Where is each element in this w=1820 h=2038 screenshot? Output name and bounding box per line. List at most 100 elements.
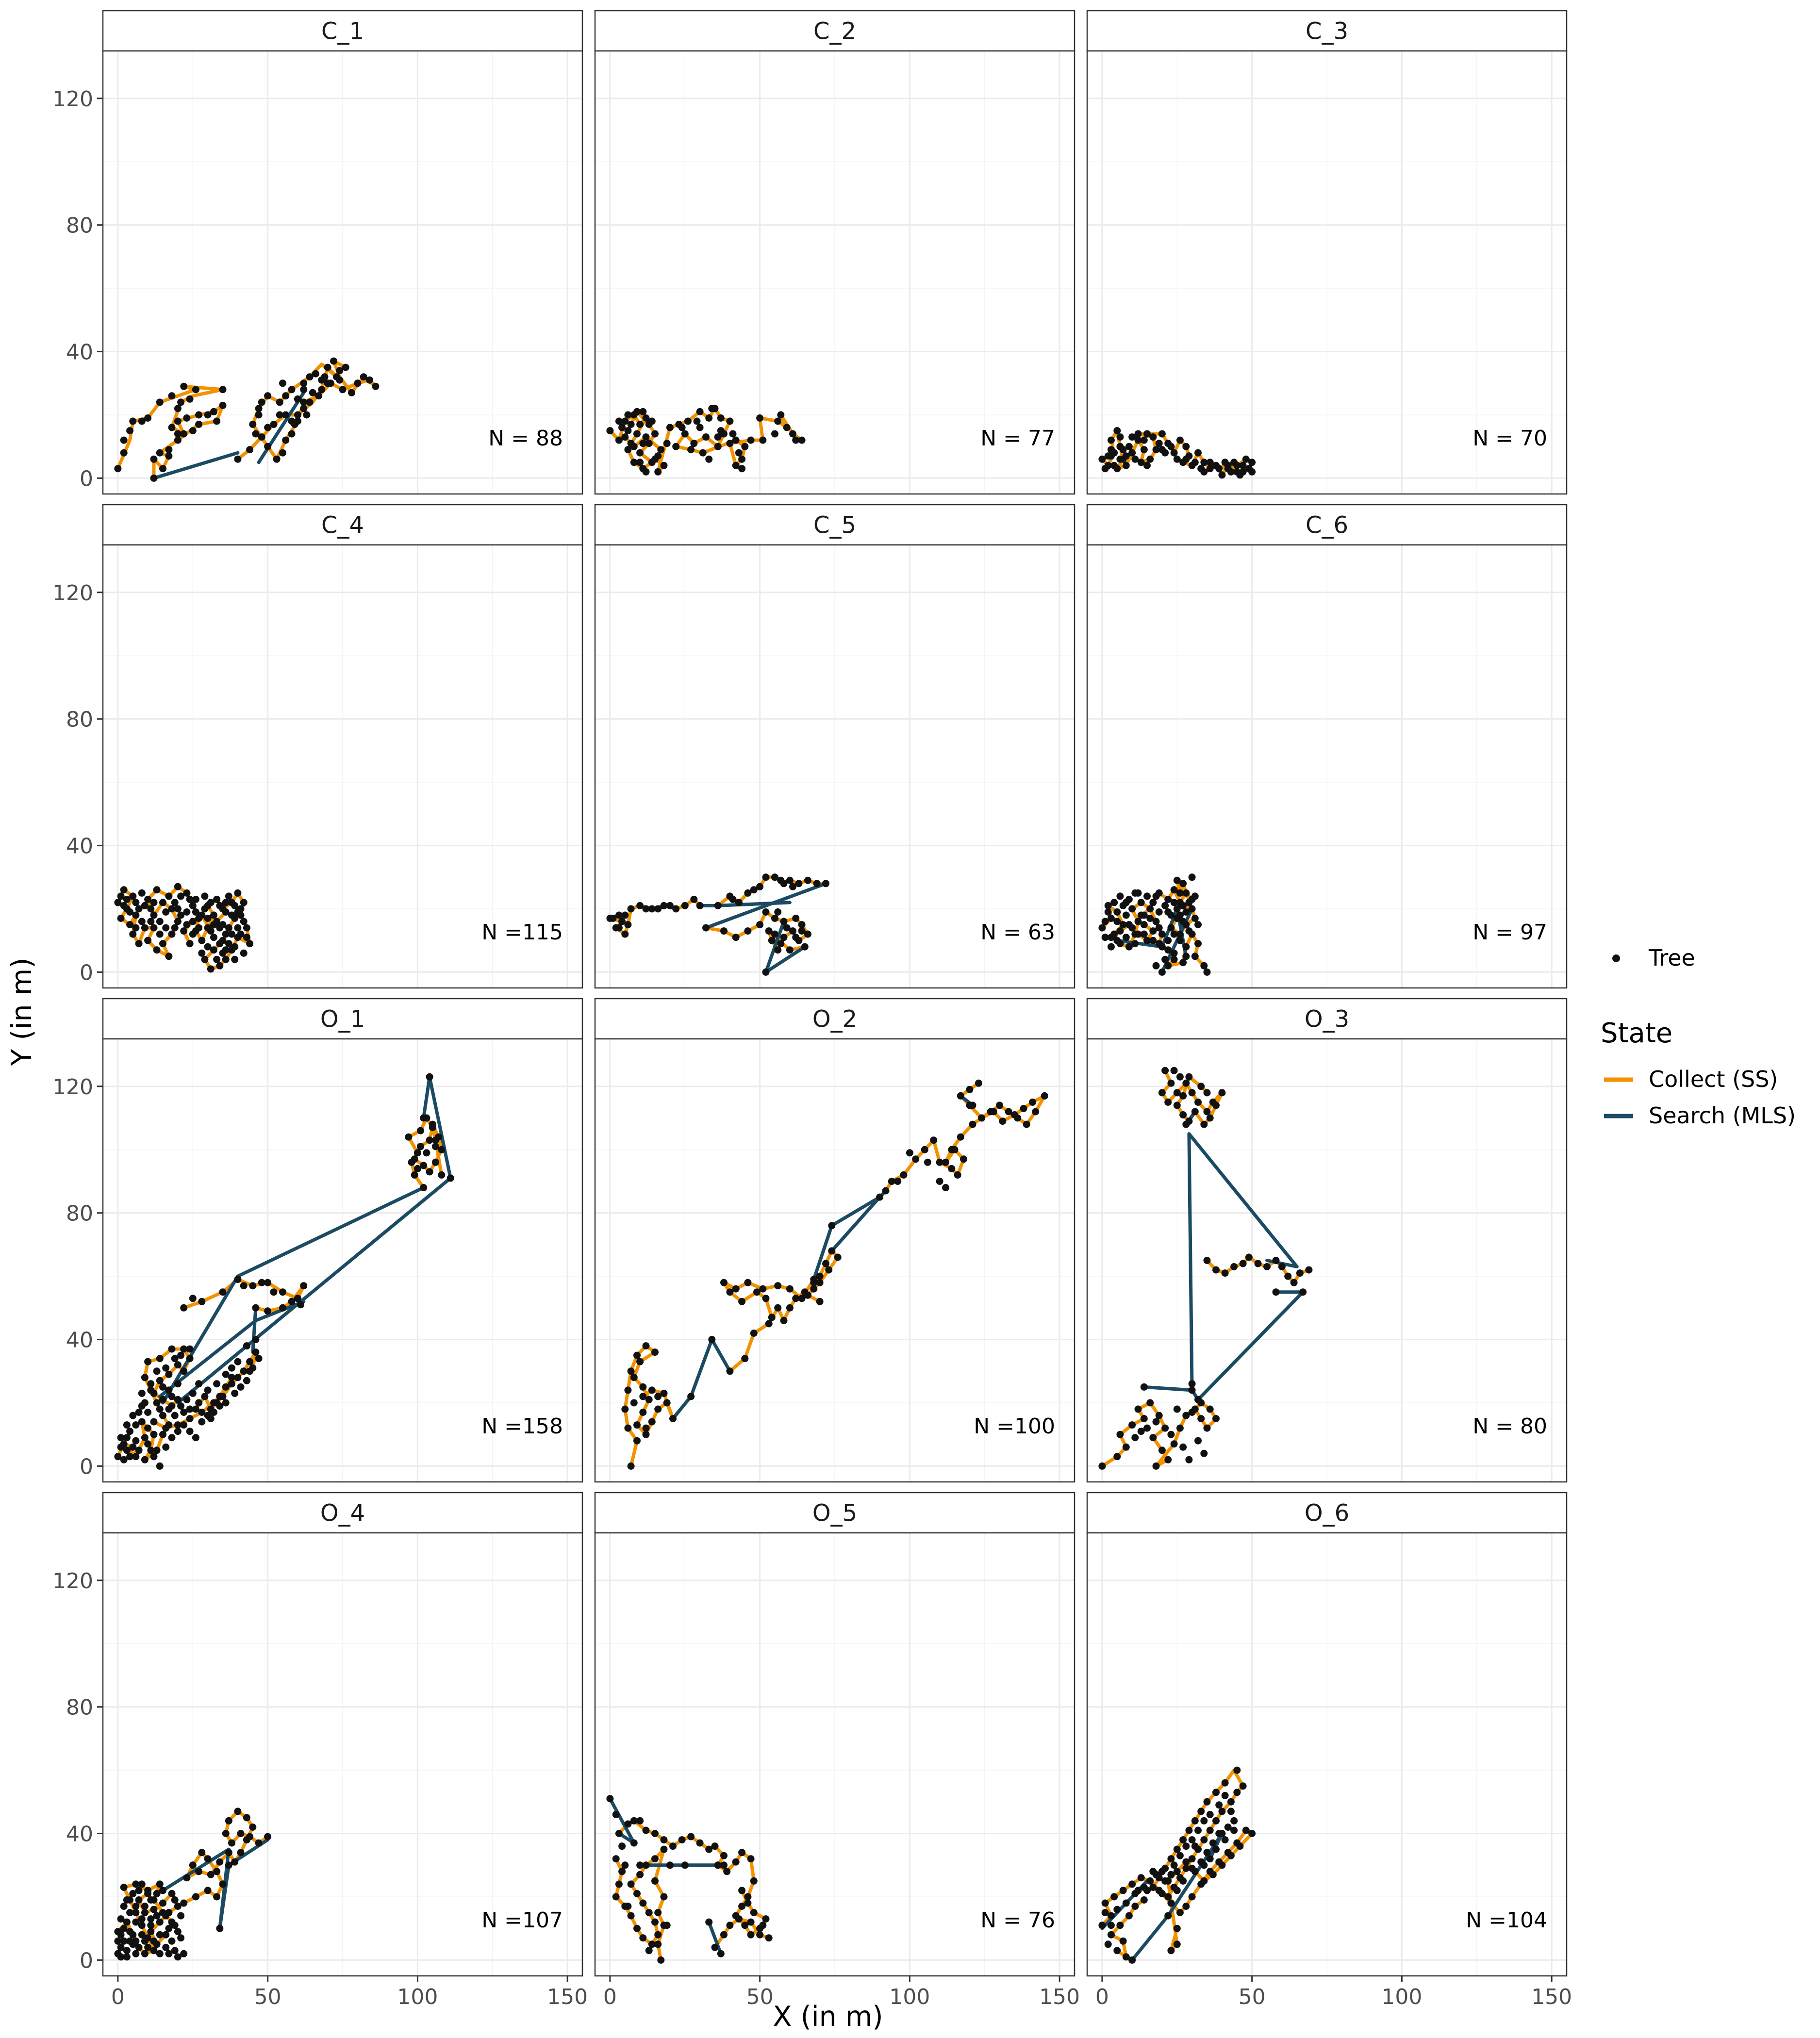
tree-point xyxy=(225,892,232,900)
tree-point xyxy=(1209,1839,1217,1847)
tree-point xyxy=(1200,459,1208,466)
facet-strip-label: O_2 xyxy=(812,1006,857,1033)
tree-point xyxy=(813,880,821,888)
tree-point xyxy=(654,452,662,460)
tree-point xyxy=(957,1092,964,1100)
tree-point xyxy=(162,1943,170,1951)
tree-points xyxy=(606,1795,773,1964)
tree-point xyxy=(816,1279,824,1286)
tree-point xyxy=(165,446,173,454)
tree-point xyxy=(810,1276,818,1283)
y-tick-label: 0 xyxy=(80,1454,93,1479)
tree-point xyxy=(777,876,785,884)
tree-point xyxy=(957,1133,964,1141)
tree-point xyxy=(231,943,239,951)
tree-point xyxy=(132,1918,140,1926)
tree-point xyxy=(1203,1849,1211,1857)
tree-point xyxy=(1173,1101,1181,1109)
tree-point xyxy=(168,930,176,938)
tree-point xyxy=(1179,918,1187,925)
tree-point xyxy=(228,1374,235,1381)
tree-point xyxy=(1173,1845,1181,1853)
tree-point xyxy=(924,1158,931,1166)
tree-point xyxy=(1170,899,1178,906)
tree-point xyxy=(1212,1789,1220,1796)
tree-point xyxy=(1149,1868,1157,1875)
tree-point xyxy=(762,873,770,881)
tree-point xyxy=(714,433,722,441)
tree-point xyxy=(138,1389,146,1397)
tree-point xyxy=(177,892,185,900)
tree-point xyxy=(222,946,230,954)
tree-point xyxy=(1137,911,1145,919)
tree-point xyxy=(186,395,194,403)
tree-point xyxy=(204,1855,212,1863)
tree-point xyxy=(132,1437,140,1445)
tree-point xyxy=(219,921,227,929)
facet-strip-label: O_1 xyxy=(320,1006,365,1033)
tree-point xyxy=(288,1298,296,1305)
tree-point xyxy=(630,1817,638,1824)
tree-point xyxy=(1215,1801,1223,1809)
tree-point xyxy=(171,1412,179,1419)
tree-point xyxy=(234,908,242,916)
tree-point xyxy=(618,918,626,925)
tree-point xyxy=(651,1918,659,1926)
y-tick-label: 80 xyxy=(66,1201,93,1226)
tree-point xyxy=(756,1931,764,1939)
legend-search-label: Search (MLS) xyxy=(1649,1102,1796,1129)
tree-point xyxy=(1248,468,1256,476)
tree-point xyxy=(216,962,224,970)
tree-point xyxy=(228,1380,235,1388)
tree-point xyxy=(156,1355,164,1363)
tree-point xyxy=(180,382,188,390)
tree-point xyxy=(1122,911,1130,919)
tree-point xyxy=(1191,915,1199,922)
tree-point xyxy=(1122,452,1130,460)
tree-point xyxy=(705,1845,713,1853)
tree-point xyxy=(204,1887,212,1894)
facet-panels: C_1 N = 88 0 40 80 120 C_2 N = 77 C_3 N = 70 C_4 N … xyxy=(52,10,1572,2009)
x-tick-label: 0 xyxy=(603,1985,617,2009)
tree-point xyxy=(672,443,680,450)
tree-point xyxy=(786,946,794,954)
tree-point xyxy=(1128,905,1136,913)
tree-point xyxy=(969,1120,976,1128)
x-tick-label: 150 xyxy=(547,1985,588,2009)
tree-point xyxy=(729,895,737,903)
tree-point xyxy=(1191,892,1199,900)
tree-point xyxy=(1149,1434,1157,1442)
tree-point xyxy=(1158,446,1166,454)
tree-point xyxy=(1110,461,1118,469)
tree-point xyxy=(1197,1808,1205,1815)
tree-point xyxy=(693,417,701,425)
tree-point xyxy=(795,880,803,888)
tree-point xyxy=(180,1950,188,1957)
tree-point xyxy=(174,1903,182,1910)
tree-point xyxy=(168,392,176,400)
tree-point xyxy=(1140,1415,1148,1423)
tree-point xyxy=(204,1386,212,1394)
tree-point xyxy=(303,411,311,419)
tree-point xyxy=(300,386,308,394)
tree-point xyxy=(615,911,623,919)
tree-point xyxy=(156,1462,164,1470)
tree-point xyxy=(1206,465,1214,473)
tree-point xyxy=(1149,433,1157,441)
tree-point xyxy=(195,924,203,932)
tree-points xyxy=(606,873,829,976)
tree-point xyxy=(216,1858,224,1866)
tree-point xyxy=(639,1383,647,1391)
tree-point xyxy=(132,1937,140,1945)
tree-point xyxy=(1164,1912,1172,1920)
tree-point xyxy=(948,1146,956,1153)
tree-point xyxy=(255,411,263,419)
tree-point xyxy=(636,1817,644,1824)
tree-point xyxy=(192,1893,199,1901)
tree-point xyxy=(117,1943,125,1951)
tree-point xyxy=(1236,1842,1244,1850)
panel-border xyxy=(1086,544,1568,989)
tree-point xyxy=(633,1421,641,1429)
tree-point xyxy=(186,1345,194,1353)
tree-point xyxy=(183,414,191,422)
